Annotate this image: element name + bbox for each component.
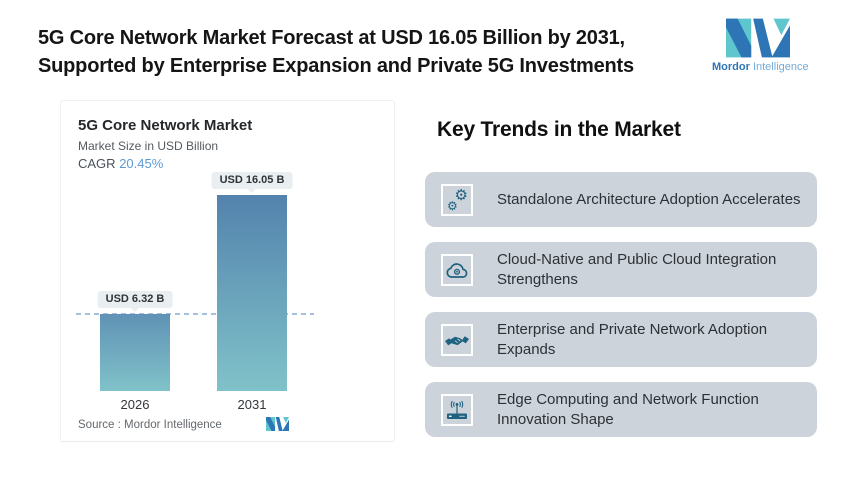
brand-word-intelligence: Intelligence — [752, 61, 809, 73]
trend-item-enterprise: Enterprise and Private Network Adoption … — [425, 312, 817, 367]
gears-icon: ⚙ ⚙ — [441, 183, 473, 216]
trend-item-edge: Edge Computing and Network Function Inno… — [425, 382, 817, 437]
brand-word-mordor: Mordor — [712, 61, 750, 73]
chart-source: Source : Mordor Intelligence — [78, 419, 222, 431]
trend-text: Standalone Architecture Adoption Acceler… — [497, 190, 801, 208]
value-label-2031-text: USD 16.05 B — [219, 174, 285, 186]
cagr-label: CAGR — [78, 156, 116, 171]
cloud-sync-icon — [441, 253, 473, 286]
label-pointer-icon — [248, 189, 256, 193]
value-label-2026-text: USD 6.32 B — [105, 293, 165, 305]
trend-text: Enterprise and Private Network Adoption … — [497, 320, 768, 358]
trends-heading: Key Trends in the Market — [437, 118, 681, 141]
x-axis-label-2031: 2031 — [237, 397, 267, 412]
page-title-line1: 5G Core Network Market Forecast at USD 1… — [38, 27, 625, 49]
market-chart-card: 5G Core Network Market Market Size in US… — [60, 100, 395, 442]
cagr-value: 20.45% — [119, 156, 164, 171]
value-label-2031: USD 16.05 B — [211, 172, 293, 193]
trends-list: ⚙ ⚙ Standalone Architecture Adoption Acc… — [425, 172, 817, 452]
bar-2026 — [100, 314, 170, 391]
chart-title: 5G Core Network Market — [78, 117, 253, 134]
mordor-intelligence-mini-logo-icon — [266, 417, 289, 431]
trend-text: Edge Computing and Network Function Inno… — [497, 390, 759, 428]
page-title-line2: Supported by Enterprise Expansion and Pr… — [38, 55, 634, 78]
source-label: Source : — [78, 419, 121, 431]
mordor-intelligence-logo-icon — [726, 18, 790, 58]
trend-text: Cloud-Native and Public Cloud Integratio… — [497, 250, 777, 288]
edge-router-icon — [441, 393, 473, 426]
x-axis-label-2026: 2026 — [120, 397, 150, 412]
bar-2031 — [217, 195, 287, 391]
brand-wordmark: Mordor Intelligence — [712, 61, 809, 73]
trend-item-standalone: ⚙ ⚙ Standalone Architecture Adoption Acc… — [425, 172, 817, 227]
brand-logo: Mordor Intelligence — [712, 18, 809, 73]
label-pointer-icon — [130, 308, 139, 312]
chart-subtitle: Market Size in USD Billion — [78, 139, 219, 153]
source-value: Mordor Intelligence — [124, 419, 222, 431]
page-title: 5G Core Network Market Forecast at USD 1… — [38, 24, 698, 81]
reference-dashed-line — [76, 313, 314, 315]
chart-cagr: CAGR 20.45% — [78, 156, 163, 171]
value-label-2026: USD 6.32 B — [97, 291, 173, 312]
trend-item-cloud: Cloud-Native and Public Cloud Integratio… — [425, 242, 817, 297]
handshake-icon — [441, 323, 473, 356]
